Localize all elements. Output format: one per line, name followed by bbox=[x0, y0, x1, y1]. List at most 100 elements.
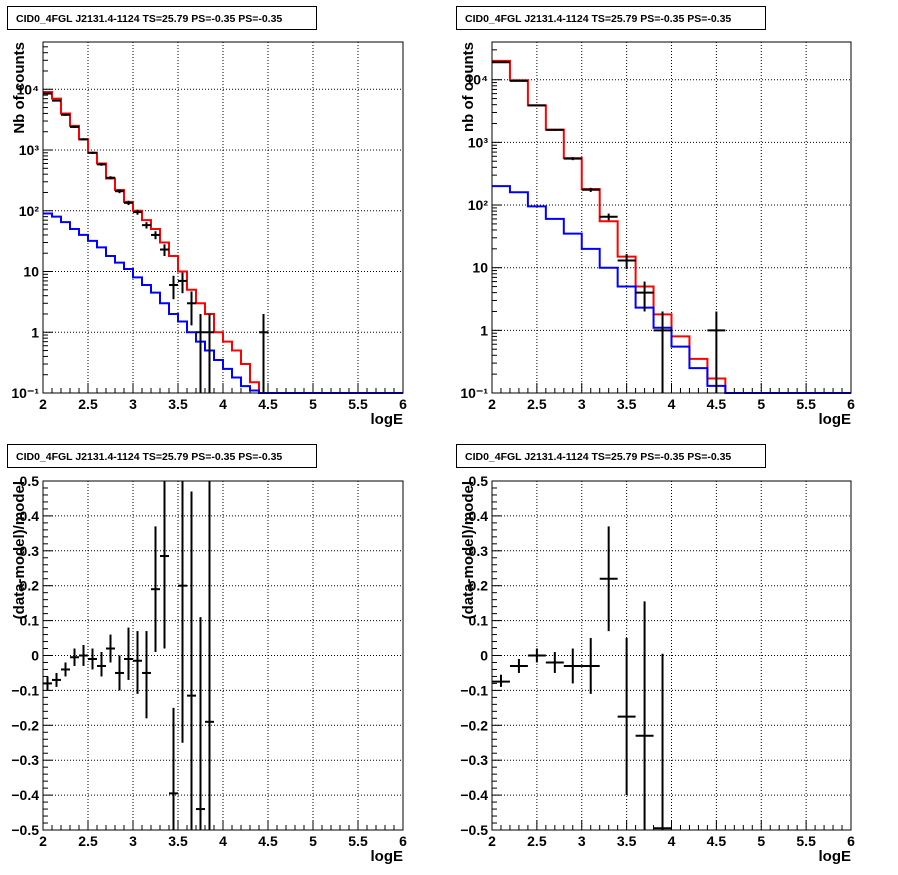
x-tick-labels: 2 2.5 3 3.5 4 4.5 5 5.5 6 bbox=[39, 833, 407, 849]
x-tick-label: 4.5 bbox=[258, 833, 278, 849]
y-tick-label: −0.1 bbox=[11, 682, 39, 698]
data-points bbox=[492, 526, 672, 830]
plot-title: CID0_4FGL J2131.4-1124 TS=25.79 PS=-0.35… bbox=[7, 6, 317, 30]
data-point bbox=[581, 638, 600, 694]
x-tick-label: 5 bbox=[309, 833, 317, 849]
data-point bbox=[196, 617, 205, 830]
y-tick-label: 0.4 bbox=[20, 508, 40, 524]
data-point bbox=[492, 61, 510, 64]
data-point bbox=[509, 658, 528, 673]
data-point bbox=[106, 634, 115, 663]
data-point bbox=[581, 187, 600, 192]
data-point bbox=[187, 291, 196, 326]
data-points bbox=[43, 481, 214, 830]
x-tick-label: 6 bbox=[399, 396, 407, 412]
x-tick-label: 5.5 bbox=[796, 833, 816, 849]
y-tick-label: −0.5 bbox=[460, 822, 488, 838]
data-point bbox=[61, 113, 70, 116]
data-point bbox=[43, 676, 52, 691]
y-tick-label: 10 bbox=[23, 264, 39, 280]
axis-ticks bbox=[491, 41, 852, 394]
y-tick-label: 0.3 bbox=[469, 543, 489, 559]
data-point bbox=[617, 254, 636, 270]
y-tick-label: −0.4 bbox=[460, 787, 488, 803]
y-axis-title: Nb of counts bbox=[11, 42, 28, 134]
x-tick-label: 5 bbox=[309, 396, 317, 412]
data-point bbox=[160, 481, 169, 649]
x-tick-label: 2.5 bbox=[78, 396, 98, 412]
data-point bbox=[79, 138, 88, 141]
x-tick-label: 2.5 bbox=[527, 833, 547, 849]
data-point bbox=[178, 481, 187, 743]
y-tick-label: 0.3 bbox=[20, 543, 40, 559]
data-point bbox=[653, 311, 672, 393]
y-tick-label: 0.4 bbox=[469, 508, 489, 524]
data-point bbox=[133, 631, 142, 694]
data-point bbox=[196, 313, 205, 393]
x-tick-label: 5.5 bbox=[348, 396, 368, 412]
data-point bbox=[545, 652, 564, 673]
data-point bbox=[169, 707, 178, 830]
data-point bbox=[115, 655, 124, 691]
x-tick-label: 3 bbox=[129, 396, 137, 412]
y-tick-label: 10⁻¹ bbox=[11, 385, 39, 401]
data-point bbox=[545, 128, 564, 131]
x-tick-label: 6 bbox=[847, 396, 855, 412]
x-tick-label: 4.5 bbox=[707, 396, 727, 412]
data-point bbox=[160, 244, 169, 257]
data-point bbox=[492, 674, 510, 687]
x-tick-label: 3 bbox=[578, 396, 586, 412]
plot-frame bbox=[42, 480, 404, 831]
data-point bbox=[97, 163, 106, 166]
y-tick-label: 0.1 bbox=[20, 613, 40, 629]
data-point bbox=[88, 648, 97, 670]
grid bbox=[43, 481, 403, 830]
y-tick-label: 0.2 bbox=[469, 578, 489, 594]
panel-top-left-counts: 2 2.5 3 3.5 4 4.5 5 5.5 6 10⁻¹ 1 10 10² 10³ 10⁴ logE Nb … bbox=[0, 0, 449, 437]
data-point bbox=[70, 125, 79, 129]
y-tick-label: 10⁻¹ bbox=[460, 385, 488, 401]
data-point bbox=[142, 222, 151, 229]
data-point bbox=[599, 213, 618, 221]
plot-title: CID0_4FGL J2131.4-1124 TS=25.79 PS=-0.35… bbox=[7, 444, 317, 468]
x-tick-label: 2.5 bbox=[78, 833, 98, 849]
data-point bbox=[169, 275, 178, 300]
y-tick-label: −0.2 bbox=[11, 717, 39, 733]
x-tick-label: 4 bbox=[668, 396, 676, 412]
plot-title: CID0_4FGL J2131.4-1124 TS=25.79 PS=-0.35… bbox=[456, 444, 766, 468]
x-tick-label: 4.5 bbox=[707, 833, 727, 849]
x-tick-label: 2 bbox=[488, 833, 496, 849]
x-axis-title: logE bbox=[371, 848, 404, 865]
data-point bbox=[527, 648, 546, 663]
plot-title: CID0_4FGL J2131.4-1124 TS=25.79 PS=-0.35… bbox=[456, 6, 766, 30]
x-tick-label: 2 bbox=[39, 833, 47, 849]
x-axis-title: logE bbox=[371, 411, 404, 428]
y-tick-label: 10² bbox=[468, 197, 489, 213]
y-tick-label: −0.2 bbox=[460, 717, 488, 733]
plot-bottom-left: 2 2.5 3 3.5 4 4.5 5 5.5 6 −0.5 −0.4 −0.3 −0.2 −0.1 0 0.… bbox=[11, 473, 407, 865]
y-tick-labels: −0.5 −0.4 −0.3 −0.2 −0.1 0 0.1 0.2 0.3 0.4 0.5 bbox=[460, 473, 488, 838]
data-points bbox=[492, 61, 726, 393]
x-tick-label: 4 bbox=[219, 396, 227, 412]
x-tick-label: 5.5 bbox=[348, 833, 368, 849]
x-tick-label: 4 bbox=[219, 833, 227, 849]
data-point bbox=[635, 601, 654, 830]
y-axis-title: (data-model)/model bbox=[460, 481, 477, 619]
data-point bbox=[563, 157, 582, 161]
y-tick-label: 0.2 bbox=[20, 578, 40, 594]
data-points bbox=[43, 92, 268, 393]
data-point bbox=[653, 653, 672, 830]
data-point bbox=[133, 209, 142, 215]
x-tick-label: 3.5 bbox=[617, 396, 637, 412]
x-tick-label: 2 bbox=[39, 396, 47, 412]
plot-bottom-right: 2 2.5 3 3.5 4 4.5 5 5.5 6 −0.5 −0.4 −0.3 −0.2 −0.1 0 0.… bbox=[460, 473, 855, 865]
data-point bbox=[79, 645, 88, 666]
y-tick-label: 10 bbox=[472, 260, 488, 276]
data-point bbox=[124, 200, 133, 206]
data-point bbox=[617, 638, 636, 796]
x-tick-label: 6 bbox=[847, 833, 855, 849]
data-point bbox=[187, 491, 196, 830]
plot-top-left: 2 2.5 3 3.5 4 4.5 5 5.5 6 10⁻¹ 1 10 10² 10³ 10⁴ logE Nb … bbox=[11, 41, 407, 428]
data-point bbox=[88, 151, 97, 154]
data-point bbox=[635, 281, 654, 312]
